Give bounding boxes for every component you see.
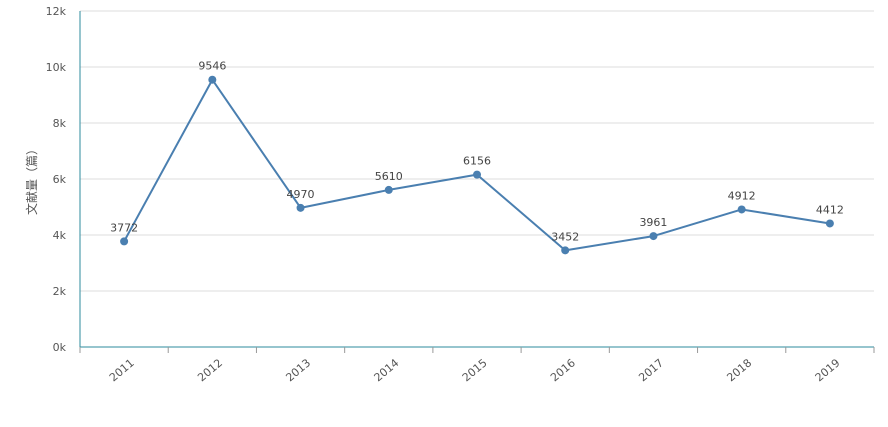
data-label: 4970 bbox=[287, 188, 315, 201]
data-label: 3772 bbox=[110, 221, 138, 234]
x-tick-label: 2011 bbox=[107, 356, 137, 384]
x-tick-label: 2012 bbox=[195, 356, 225, 384]
data-point bbox=[208, 75, 217, 84]
data-point bbox=[473, 170, 481, 179]
y-tick-label: 2k bbox=[53, 285, 67, 298]
data-label: 3452 bbox=[551, 230, 579, 243]
data-label: 6156 bbox=[463, 155, 491, 168]
y-axis-title: 文献量（篇） bbox=[24, 143, 39, 215]
data-point bbox=[384, 185, 393, 194]
y-tick-label: 0k bbox=[53, 341, 67, 354]
y-tick-label: 10k bbox=[46, 61, 67, 74]
data-point bbox=[120, 237, 129, 246]
data-label-layer: 3772 9546 4970 5610 6156 3452 3961 4912 4412 bbox=[110, 60, 844, 244]
x-tick-label: 2013 bbox=[283, 356, 313, 384]
x-tick-label: 2019 bbox=[813, 356, 843, 384]
data-point bbox=[825, 219, 834, 228]
data-label: 3961 bbox=[639, 216, 667, 229]
data-point bbox=[649, 232, 658, 241]
series-layer bbox=[120, 75, 834, 255]
data-label: 5610 bbox=[375, 170, 403, 183]
x-tick-label: 2017 bbox=[636, 356, 666, 384]
x-tick-label: 2018 bbox=[725, 356, 755, 384]
data-label: 4912 bbox=[728, 189, 756, 202]
x-tick-label: 2015 bbox=[460, 356, 490, 384]
y-tick-label: 6k bbox=[53, 173, 67, 186]
x-tick-label: 2014 bbox=[372, 356, 402, 384]
data-point bbox=[561, 246, 570, 255]
data-point bbox=[737, 205, 746, 214]
y-tick-label: 12k bbox=[46, 5, 67, 18]
y-tick-label: 4k bbox=[53, 229, 67, 242]
x-tick-label: 2016 bbox=[548, 356, 578, 384]
y-tick-label: 8k bbox=[53, 117, 67, 130]
data-label: 9546 bbox=[198, 60, 226, 73]
data-label: 4412 bbox=[816, 203, 844, 216]
data-point bbox=[296, 203, 305, 212]
grid-layer bbox=[80, 10, 874, 292]
